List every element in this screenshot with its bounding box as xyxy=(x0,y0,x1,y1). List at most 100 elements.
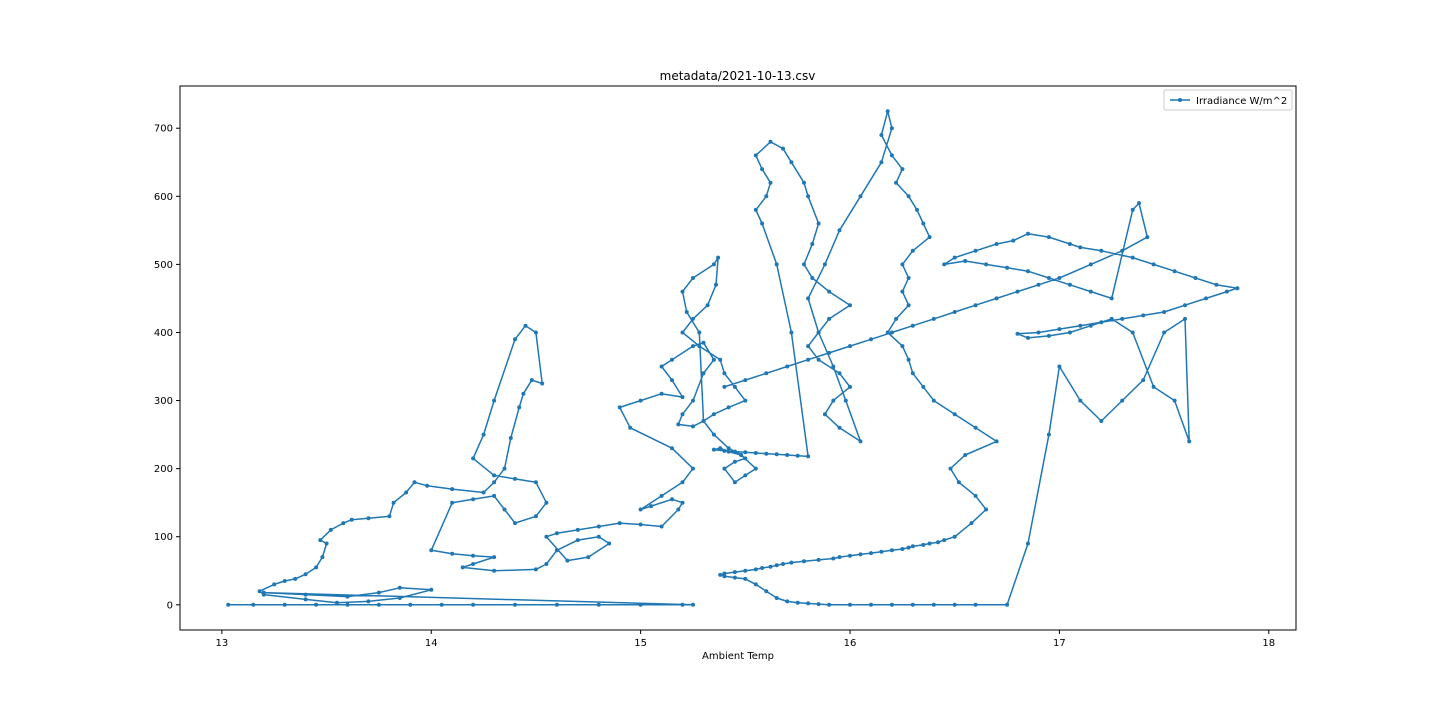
data-point xyxy=(816,221,821,226)
data-point xyxy=(670,357,674,362)
data-point xyxy=(806,194,811,199)
data-point xyxy=(691,424,695,429)
data-point xyxy=(513,476,517,481)
data-point xyxy=(921,542,926,547)
data-point xyxy=(781,562,785,566)
data-point xyxy=(732,459,737,464)
data-point xyxy=(471,456,476,461)
data-point xyxy=(906,194,911,199)
data-point xyxy=(973,303,978,308)
legend: Irradiance W/m^2 xyxy=(1163,89,1293,111)
data-point xyxy=(806,296,811,301)
data-point xyxy=(596,602,601,607)
data-point xyxy=(471,553,476,558)
data-point xyxy=(586,555,591,560)
data-point xyxy=(1036,330,1041,335)
data-point xyxy=(1162,310,1167,314)
data-point xyxy=(921,221,926,226)
data-point xyxy=(1130,330,1135,335)
data-point xyxy=(885,109,890,114)
x-tick-label: 13 xyxy=(216,638,229,649)
data-point xyxy=(732,570,737,575)
data-point xyxy=(408,602,413,607)
data-point xyxy=(481,490,486,495)
data-point xyxy=(837,228,842,233)
data-point xyxy=(617,405,622,410)
data-point xyxy=(910,602,915,607)
data-point xyxy=(529,378,534,383)
data-point xyxy=(1046,333,1051,338)
data-point xyxy=(858,194,863,199)
data-point xyxy=(994,242,999,246)
data-point xyxy=(879,160,884,165)
data-point xyxy=(1067,282,1072,287)
data-point xyxy=(1099,419,1104,423)
data-point xyxy=(272,582,277,587)
data-point xyxy=(492,555,497,560)
data-point xyxy=(387,514,392,519)
data-point xyxy=(697,344,702,349)
data-point xyxy=(638,602,643,607)
data-point xyxy=(450,500,455,505)
data-point xyxy=(481,432,486,437)
data-point xyxy=(952,534,957,539)
data-point xyxy=(607,541,612,546)
data-point xyxy=(837,371,842,376)
data-point xyxy=(554,531,559,536)
data-point xyxy=(827,350,832,355)
data-point xyxy=(1026,269,1030,274)
data-point xyxy=(676,507,681,512)
data-point xyxy=(659,524,664,529)
data-point xyxy=(984,507,989,512)
data-point xyxy=(789,560,794,565)
data-point xyxy=(320,555,325,560)
data-point xyxy=(680,289,685,294)
data-point xyxy=(716,255,721,260)
data-point xyxy=(889,153,894,158)
data-point xyxy=(1109,316,1114,321)
data-point xyxy=(969,521,974,526)
data-point xyxy=(257,589,262,594)
data-point xyxy=(684,310,689,314)
data-point xyxy=(743,456,748,461)
data-point xyxy=(743,576,748,581)
data-point xyxy=(921,384,926,389)
series-line xyxy=(228,110,1239,606)
data-point xyxy=(753,567,758,572)
data-point xyxy=(1036,282,1041,287)
data-point xyxy=(806,357,811,362)
data-point xyxy=(282,602,287,607)
data-point xyxy=(973,493,978,498)
data-point xyxy=(1214,282,1219,287)
data-point xyxy=(743,450,748,455)
data-point xyxy=(732,449,737,454)
data-point xyxy=(701,419,706,423)
data-point xyxy=(885,330,890,335)
data-point xyxy=(1183,316,1187,321)
data-point xyxy=(705,303,710,308)
data-point xyxy=(743,568,748,573)
data-point xyxy=(1099,320,1104,325)
data-point xyxy=(869,602,873,607)
data-point xyxy=(303,572,308,577)
data-point xyxy=(743,473,748,478)
data-point xyxy=(973,602,978,607)
data-point xyxy=(1026,231,1030,236)
data-point xyxy=(471,497,476,502)
data-point xyxy=(768,180,773,185)
data-point xyxy=(575,538,580,543)
data-point xyxy=(376,590,381,595)
data-point xyxy=(858,439,863,444)
data-point xyxy=(659,493,664,498)
data-point xyxy=(843,398,848,403)
data-point xyxy=(816,557,821,562)
data-point xyxy=(789,330,794,335)
data-point xyxy=(785,599,790,604)
data-point xyxy=(948,466,953,471)
data-point xyxy=(1088,323,1093,328)
data-point xyxy=(810,276,815,280)
data-point xyxy=(1130,207,1135,212)
data-point xyxy=(513,337,517,342)
data-point xyxy=(680,412,685,417)
